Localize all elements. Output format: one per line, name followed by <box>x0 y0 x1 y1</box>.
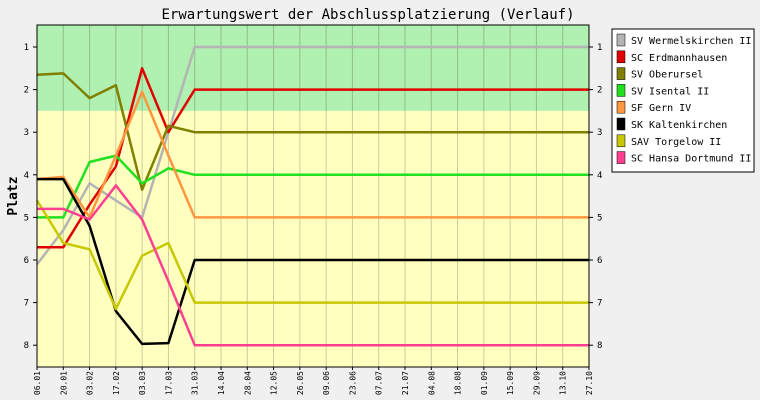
plot-frame <box>36 24 590 368</box>
y-axis-label: Platz <box>6 176 21 215</box>
legend-label-4: SV Isental II <box>631 86 709 97</box>
x-tick-label-28.04: 28.04 <box>243 371 252 395</box>
x-tick-label-21.07: 21.07 <box>401 371 410 395</box>
x-tick-label-09.06: 09.06 <box>322 371 331 395</box>
y-tick-label-right-2: 2 <box>597 86 602 96</box>
legend-swatch-6 <box>616 117 626 131</box>
y-tick-label-right-8: 8 <box>597 341 602 351</box>
series-line-4 <box>37 154 589 219</box>
x-tick-label-07.07: 07.07 <box>375 371 384 395</box>
legend-swatch-3 <box>616 67 626 80</box>
x-tick-label-01.09: 01.09 <box>480 371 489 395</box>
x-tick-label-03.02: 03.02 <box>86 371 95 395</box>
band-2 <box>37 110 589 368</box>
y-tick-label-left-1: 1 <box>24 43 29 53</box>
x-tick-label-06.01: 06.01 <box>33 371 42 395</box>
x-tick-label-13.10: 13.10 <box>559 371 568 395</box>
y-tick-label-left-7: 7 <box>24 299 29 309</box>
x-tick-label-26.05: 26.05 <box>296 371 305 395</box>
legend-swatch-5 <box>616 100 626 114</box>
band-1 <box>37 25 589 111</box>
series-line-6 <box>37 177 589 346</box>
y-tick-label-right-4: 4 <box>597 171 602 181</box>
plot-border <box>36 24 590 368</box>
series-line-7 <box>35 199 589 311</box>
x-tick-label-17.03: 17.03 <box>164 371 173 395</box>
x-tick-label-23.06: 23.06 <box>348 371 357 395</box>
x-tick-label-15.09: 15.09 <box>506 371 515 395</box>
legend-label-8: SC Hansa Dortmund II <box>631 154 751 165</box>
x-tick-label-04.08: 04.08 <box>427 371 436 395</box>
legend-label-3: SV Oberursel <box>631 70 703 81</box>
series-lines <box>35 45 589 347</box>
legend-swatch-8 <box>616 151 626 164</box>
grid <box>62 25 564 367</box>
y-tick-label-right-6: 6 <box>597 256 602 266</box>
series-line-8 <box>37 184 589 347</box>
legend-label-2: SC Erdmannhausen <box>631 53 727 64</box>
series-line-1 <box>36 45 589 266</box>
y-tick-label-left-5: 5 <box>24 213 29 223</box>
x-tick-label-17.02: 17.02 <box>112 371 121 395</box>
y-tick-label-right-5: 5 <box>597 213 602 223</box>
x-tick-label-14.04: 14.04 <box>217 371 226 395</box>
y-tick-label-left-2: 2 <box>24 86 29 96</box>
x-tick-label-29.09: 29.09 <box>532 371 541 395</box>
x-tick-label-03.03: 03.03 <box>138 371 147 395</box>
background-bands <box>37 25 589 368</box>
series-line-5 <box>36 90 589 219</box>
x-tick-label-18.08: 18.08 <box>454 371 463 395</box>
legend-label-1: SV Wermelskirchen II <box>631 36 751 47</box>
y-axis-ticks: 1 1 2 2 3 3 4 4 5 5 6 6 7 7 8 8 <box>24 43 603 351</box>
y-tick-label-right-7: 7 <box>597 299 602 309</box>
legend-label-6: SK Kaltenkirchen <box>631 120 727 131</box>
y-tick-label-left-3: 3 <box>24 128 29 138</box>
legend: SV Wermelskirchen II SC Erdmannhausen SV O… <box>611 28 755 173</box>
series-line-3 <box>36 72 589 191</box>
y-tick-label-left-8: 8 <box>24 341 29 351</box>
legend-label-5: SF Gern IV <box>631 103 691 114</box>
x-axis-ticks: 06.01 20.01 03.02 17.02 03.03 17.03 31.03 14.04… <box>33 367 594 395</box>
y-tick-label-left-4: 4 <box>24 171 29 181</box>
x-tick-label-31.03: 31.03 <box>191 371 200 395</box>
legend-swatch-1 <box>616 33 626 47</box>
legend-label-7: SAV Torgelow II <box>631 137 721 148</box>
legend-box <box>611 28 755 173</box>
legend-swatch-7 <box>616 134 626 148</box>
y-tick-label-left-6: 6 <box>24 256 29 266</box>
y-tick-label-right-1: 1 <box>597 43 602 53</box>
x-tick-label-20.01: 20.01 <box>59 371 68 395</box>
x-tick-label-12.05: 12.05 <box>270 371 279 395</box>
legend-swatch-4 <box>616 84 626 97</box>
chart-title: Erwartungswert der Abschlussplatzierung … <box>161 7 574 23</box>
series-line-2 <box>37 67 589 249</box>
x-tick-label-27.10: 27.10 <box>585 371 594 395</box>
y-tick-label-right-3: 3 <box>597 128 602 138</box>
legend-swatch-2 <box>616 50 626 64</box>
